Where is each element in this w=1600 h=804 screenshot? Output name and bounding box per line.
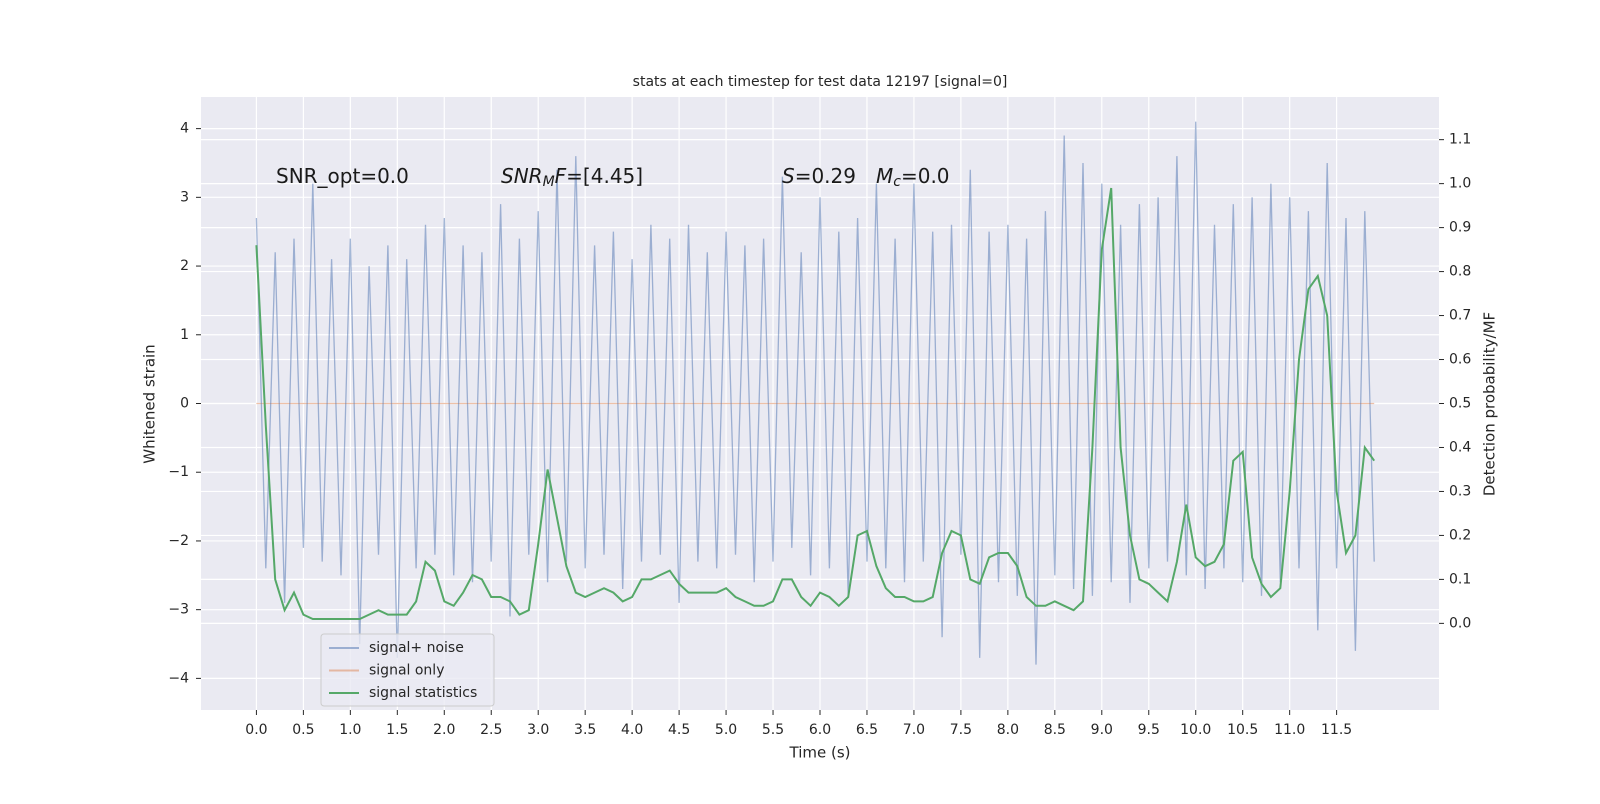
y2-tick-label: 0.9 bbox=[1449, 220, 1471, 236]
annotation-part: c bbox=[893, 174, 901, 190]
x-tick-label: 7.0 bbox=[903, 722, 925, 738]
x-tick-label: 4.0 bbox=[621, 722, 643, 738]
y-tick-label: 1 bbox=[180, 327, 189, 343]
x-tick-label: 10.0 bbox=[1180, 722, 1211, 738]
x-tick-label: 6.5 bbox=[856, 722, 878, 738]
y2-tick-label: 0.6 bbox=[1449, 352, 1471, 368]
x-tick-label: 8.0 bbox=[997, 722, 1019, 738]
series-line bbox=[255, 187, 1376, 620]
legend-label: signal statistics bbox=[369, 685, 477, 701]
y2-tick-label: 0.3 bbox=[1449, 483, 1471, 499]
annotation-part: M bbox=[543, 174, 555, 190]
annotation-part: SNR_opt=0.0 bbox=[276, 164, 409, 188]
y-axis-label: Whitened strain bbox=[141, 344, 159, 463]
y2-tick-label: 0.4 bbox=[1449, 439, 1471, 455]
y2-tick-label: 0.7 bbox=[1449, 308, 1471, 324]
y-tick-label: −2 bbox=[168, 533, 189, 549]
x-tick-label: 0.0 bbox=[245, 722, 267, 738]
y2-tick-label: 1.1 bbox=[1449, 132, 1471, 148]
legend-box bbox=[320, 633, 495, 707]
annotation-part: =0.0 bbox=[901, 164, 950, 188]
annotation: SNRMF=[4.45] bbox=[501, 164, 643, 191]
legend: signal+ noise signal only signal statistic… bbox=[320, 633, 495, 707]
x-tick-label: 3.5 bbox=[574, 722, 596, 738]
x-tick-label: 5.5 bbox=[762, 722, 784, 738]
x-axis-label: Time (s) bbox=[789, 744, 851, 762]
y-tick-label: −4 bbox=[168, 670, 189, 686]
legend-label: signal+ noise bbox=[369, 640, 464, 656]
series-line bbox=[255, 121, 1375, 665]
x-tick-label: 9.5 bbox=[1138, 722, 1160, 738]
annotation: S=0.29 bbox=[782, 164, 856, 188]
annotation-part: F bbox=[555, 164, 567, 188]
x-tick-label: 1.0 bbox=[339, 722, 361, 738]
x-tick-label: 4.5 bbox=[668, 722, 690, 738]
y-tick-label: −1 bbox=[168, 464, 189, 480]
y-tick-label: 3 bbox=[180, 189, 189, 205]
x-tick-label: 11.0 bbox=[1274, 722, 1305, 738]
x-tick-label: 9.0 bbox=[1091, 722, 1113, 738]
y2-tick-label: 0.1 bbox=[1449, 571, 1471, 587]
x-tick-label: 10.5 bbox=[1227, 722, 1258, 738]
legend-label: signal only bbox=[369, 663, 444, 679]
annotation-part: =0.29 bbox=[795, 164, 856, 188]
x-tick-label: 2.5 bbox=[480, 722, 502, 738]
chart-title: stats at each timestep for test data 121… bbox=[633, 74, 1008, 90]
x-tick-label: 2.0 bbox=[433, 722, 455, 738]
annotation-part: M bbox=[876, 164, 893, 188]
x-tick-label: 0.5 bbox=[292, 722, 314, 738]
x-tick-label: 5.0 bbox=[715, 722, 737, 738]
annotation-part: SNR bbox=[501, 164, 543, 188]
y2-axis-label: Detection probability/MF bbox=[1481, 312, 1499, 496]
y2-tick-label: 0.8 bbox=[1449, 264, 1471, 280]
y2-tick-label: 0.2 bbox=[1449, 527, 1471, 543]
y2-tick-label: 1.0 bbox=[1449, 176, 1471, 192]
annotation: Mc=0.0 bbox=[876, 164, 950, 191]
x-tick-label: 3.0 bbox=[527, 722, 549, 738]
annotation-part: S bbox=[782, 164, 795, 188]
y-tick-label: 2 bbox=[180, 258, 189, 274]
y-tick-label: −3 bbox=[168, 602, 189, 618]
annotation-part: =[4.45] bbox=[566, 164, 643, 188]
x-tick-label: 1.5 bbox=[386, 722, 408, 738]
x-tick-label: 11.5 bbox=[1321, 722, 1352, 738]
y-tick-label: 4 bbox=[180, 121, 189, 137]
y2-tick-label: 0.5 bbox=[1449, 396, 1471, 412]
x-tick-label: 7.5 bbox=[950, 722, 972, 738]
y-tick-label: 0 bbox=[180, 396, 189, 412]
y2-tick-label: 0.0 bbox=[1449, 615, 1471, 631]
x-tick-label: 8.5 bbox=[1044, 722, 1066, 738]
x-tick-label: 6.0 bbox=[809, 722, 831, 738]
annotation: SNR_opt=0.0 bbox=[276, 164, 409, 188]
